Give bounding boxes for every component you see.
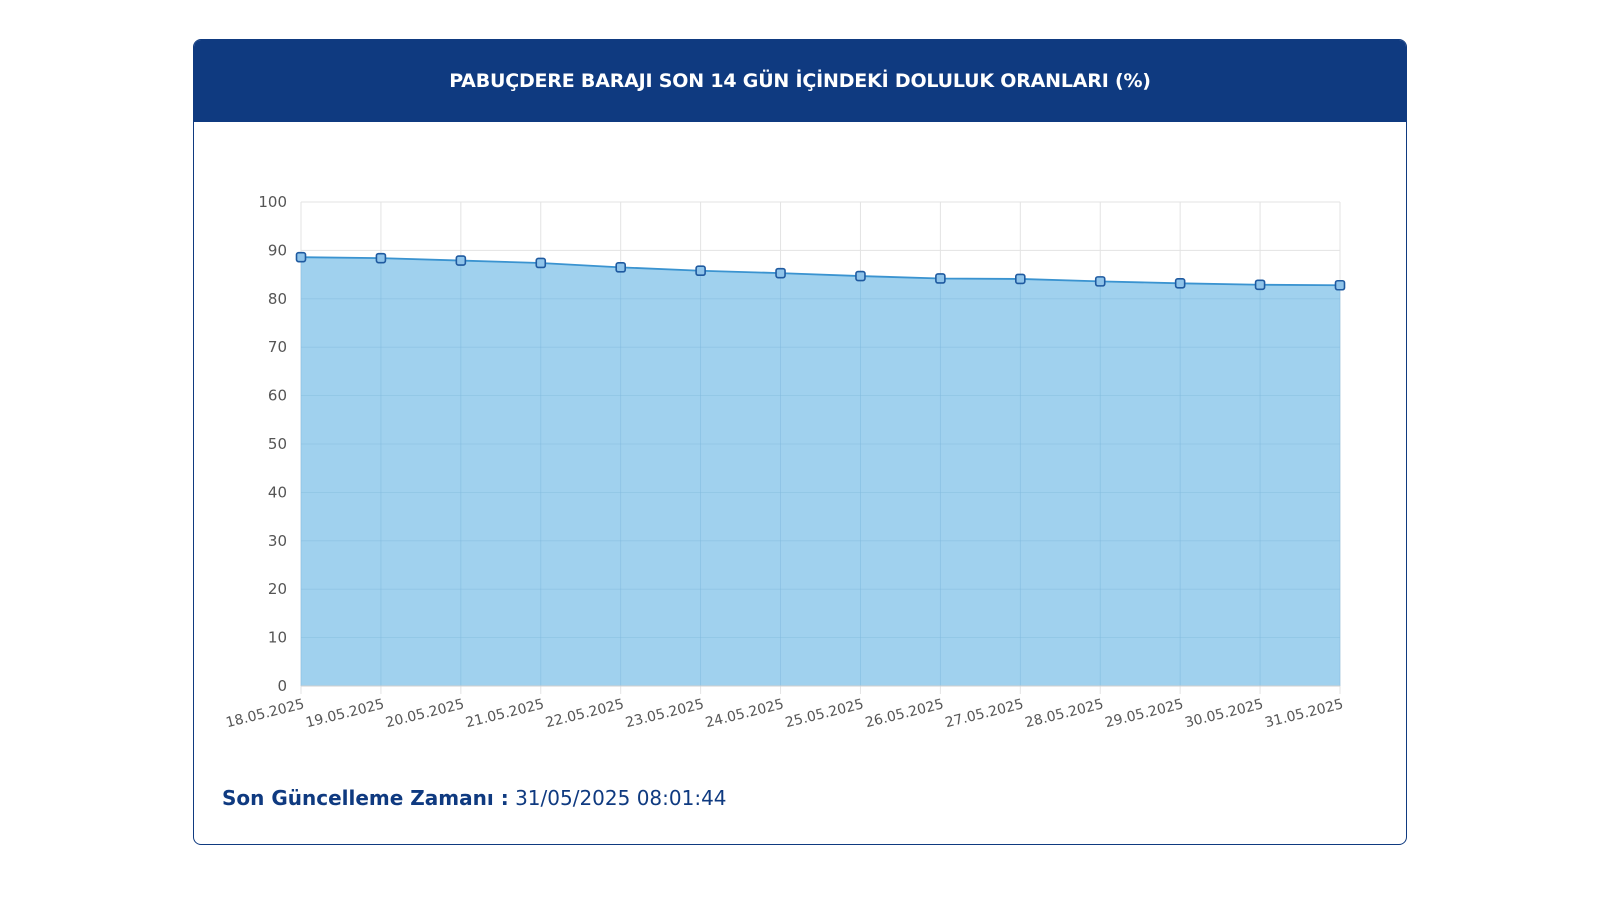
data-point <box>1094 276 1106 287</box>
y-tick-label: 30 <box>268 532 287 550</box>
y-tick-label: 20 <box>268 580 287 598</box>
x-tick-label: 22.05.2025 <box>544 696 626 731</box>
card-header: PABUÇDERE BARAJI SON 14 GÜN İÇİNDEKİ DOL… <box>194 40 1406 122</box>
x-tick-label: 19.05.2025 <box>304 696 386 731</box>
x-tick-label: 30.05.2025 <box>1183 696 1265 731</box>
series-line <box>300 256 1341 287</box>
y-tick-label: 50 <box>268 435 287 453</box>
x-tick-label: 24.05.2025 <box>704 696 786 731</box>
data-point <box>535 257 547 269</box>
data-point <box>1254 279 1266 291</box>
data-point <box>855 270 866 282</box>
data-point <box>695 265 706 277</box>
last-update-label: Son Güncelleme Zamanı : <box>222 786 509 810</box>
chart-card: PABUÇDERE BARAJI SON 14 GÜN İÇİNDEKİ DOL… <box>193 39 1407 845</box>
data-point <box>775 267 786 279</box>
x-tick-label: 20.05.2025 <box>384 696 466 731</box>
data-point <box>935 273 946 284</box>
x-tick-label: 23.05.2025 <box>624 696 706 731</box>
y-tick-label: 0 <box>277 677 287 695</box>
y-tick-label: 60 <box>268 387 287 405</box>
data-point <box>295 251 307 263</box>
x-tick-label: 26.05.2025 <box>864 696 946 731</box>
x-tick-label: 29.05.2025 <box>1103 696 1185 731</box>
y-tick-label: 100 <box>258 193 287 211</box>
area-fill <box>301 257 1340 686</box>
y-tick-label: 70 <box>268 338 287 356</box>
data-point <box>375 252 387 264</box>
last-update-value: 31/05/2025 08:01:44 <box>515 786 727 810</box>
y-tick-label: 40 <box>268 483 287 501</box>
x-tick-label: 21.05.2025 <box>464 696 546 731</box>
data-point <box>1015 273 1026 285</box>
data-point <box>1174 278 1186 289</box>
chart-title: PABUÇDERE BARAJI SON 14 GÜN İÇİNDEKİ DOL… <box>449 70 1151 92</box>
x-tick-label: 28.05.2025 <box>1024 696 1106 731</box>
y-tick-label: 80 <box>268 290 287 308</box>
data-point <box>615 262 626 273</box>
last-update: Son Güncelleme Zamanı : 31/05/2025 08:01… <box>222 786 727 810</box>
chart-area: 0 10 20 30 40 50 60 70 80 90 100 18.05.2025 19.05.20… <box>194 122 1405 762</box>
chart-svg: 0 10 20 30 40 50 60 70 80 90 100 18.05.202519.05.20… <box>224 193 1346 731</box>
y-tick-label: 10 <box>268 629 287 647</box>
x-tick-label: 27.05.2025 <box>944 696 1026 731</box>
data-point <box>1334 279 1346 291</box>
x-tick-label: 31.05.2025 <box>1263 696 1345 731</box>
x-tick-label: 25.05.2025 <box>784 696 866 731</box>
x-tick-label: 18.05.2025 <box>224 696 306 731</box>
data-point <box>455 255 467 266</box>
y-tick-label: 90 <box>268 241 287 259</box>
